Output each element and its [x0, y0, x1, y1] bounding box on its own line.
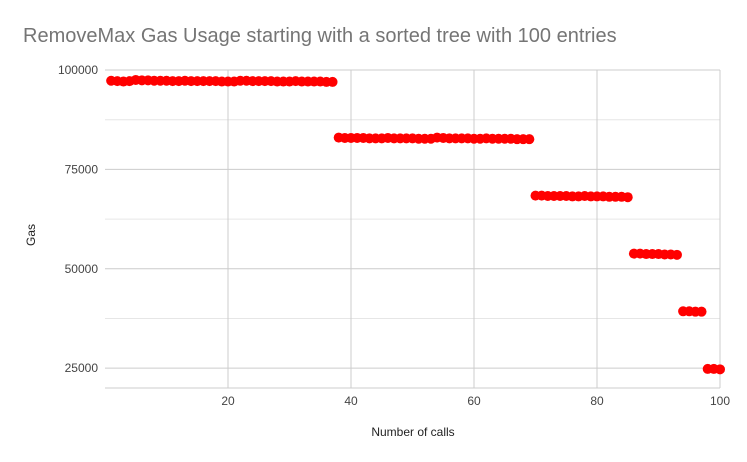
data-point — [715, 364, 725, 375]
data-point — [524, 134, 535, 145]
x-tick-label: 60 — [467, 394, 481, 408]
y-axis-label: Gas — [24, 224, 38, 246]
x-axis-ticks: 20 40 60 80 100 — [221, 394, 730, 408]
x-tick-label: 80 — [590, 394, 604, 408]
y-tick-label: 75000 — [65, 162, 99, 176]
chart-title: RemoveMax Gas Usage starting with a sort… — [23, 25, 617, 47]
data-point — [696, 306, 707, 317]
y-tick-label: 100000 — [58, 63, 98, 77]
y-tick-label: 50000 — [65, 262, 99, 276]
y-axis-ticks: 25000 50000 75000 100000 — [58, 63, 98, 375]
gridlines — [105, 69, 721, 389]
x-tick-label: 20 — [221, 394, 235, 408]
data-point — [327, 76, 338, 87]
x-axis-label: Number of calls — [371, 425, 454, 439]
data-point — [622, 192, 633, 203]
data-points — [106, 74, 725, 375]
y-tick-label: 25000 — [65, 361, 99, 375]
x-tick-label: 100 — [710, 394, 730, 408]
x-tick-label: 40 — [344, 394, 358, 408]
data-point — [671, 249, 682, 260]
